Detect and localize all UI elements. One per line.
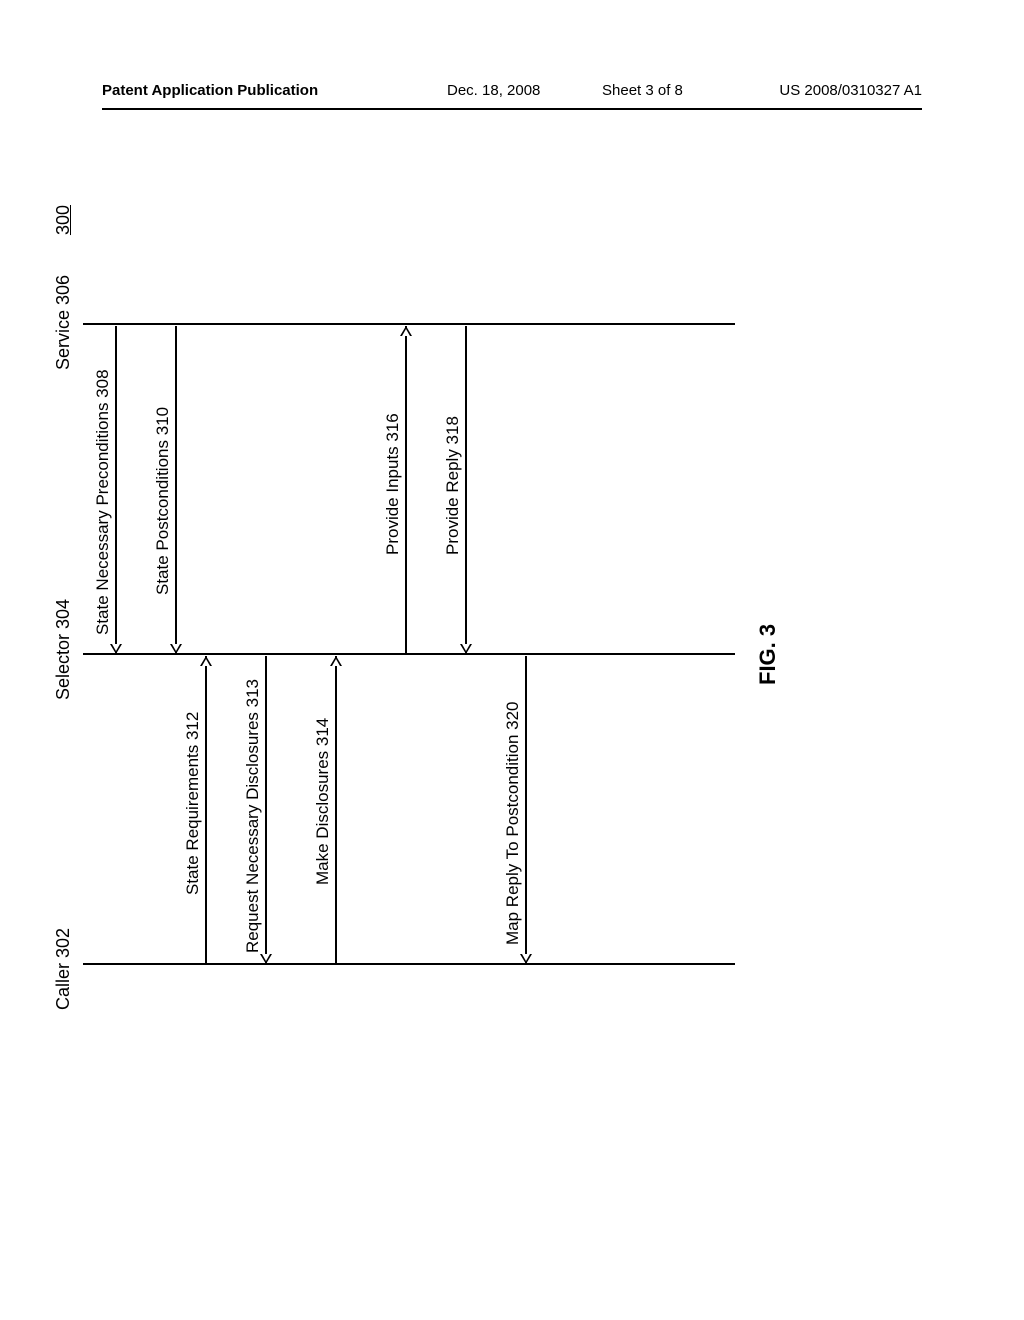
lifeline-service	[83, 323, 735, 325]
arrow-left-icon	[170, 644, 182, 654]
message-line	[335, 656, 337, 964]
message-line	[405, 326, 407, 654]
figure-caption: FIG. 3	[755, 624, 781, 685]
lifeline-label-caller: Caller 302	[53, 928, 74, 1010]
message-line	[175, 326, 177, 654]
lifeline-caller	[83, 963, 735, 965]
arrow-left-icon	[520, 954, 532, 964]
arrow-right-icon	[330, 656, 342, 666]
page: Patent Application Publication Dec. 18, …	[0, 0, 1024, 1320]
message-label: State Necessary Preconditions 308	[93, 369, 113, 635]
arrow-right-icon	[200, 656, 212, 666]
header-pubnum: US 2008/0310327 A1	[779, 82, 922, 99]
header-sheet: Sheet 3 of 8	[602, 82, 683, 99]
message-label: State Requirements 312	[183, 712, 203, 895]
message-line	[525, 656, 527, 964]
message-line	[115, 326, 117, 654]
message-label: State Postconditions 310	[153, 407, 173, 595]
arrow-left-icon	[460, 644, 472, 654]
message-label: Request Necessary Disclosures 313	[243, 679, 263, 953]
arrow-right-icon	[400, 326, 412, 336]
message-label: Map Reply To Postcondition 320	[503, 701, 523, 945]
arrow-left-icon	[110, 644, 122, 654]
message-label: Provide Inputs 316	[383, 413, 403, 555]
message-label: Make Disclosures 314	[313, 718, 333, 885]
message-line	[265, 656, 267, 964]
header-publication-type: Patent Application Publication	[102, 82, 318, 99]
message-label: Provide Reply 318	[443, 416, 463, 555]
lifeline-label-service: Service 306	[53, 275, 74, 370]
sequence-diagram: 300 FIG. 3 Caller 302Selector 304Service…	[35, 305, 935, 985]
figure-reference-number: 300	[53, 205, 74, 235]
header-date: Dec. 18, 2008	[447, 82, 540, 99]
header-rule	[102, 108, 922, 110]
message-line	[205, 656, 207, 964]
arrow-left-icon	[260, 954, 272, 964]
message-line	[465, 326, 467, 654]
lifeline-label-selector: Selector 304	[53, 599, 74, 700]
